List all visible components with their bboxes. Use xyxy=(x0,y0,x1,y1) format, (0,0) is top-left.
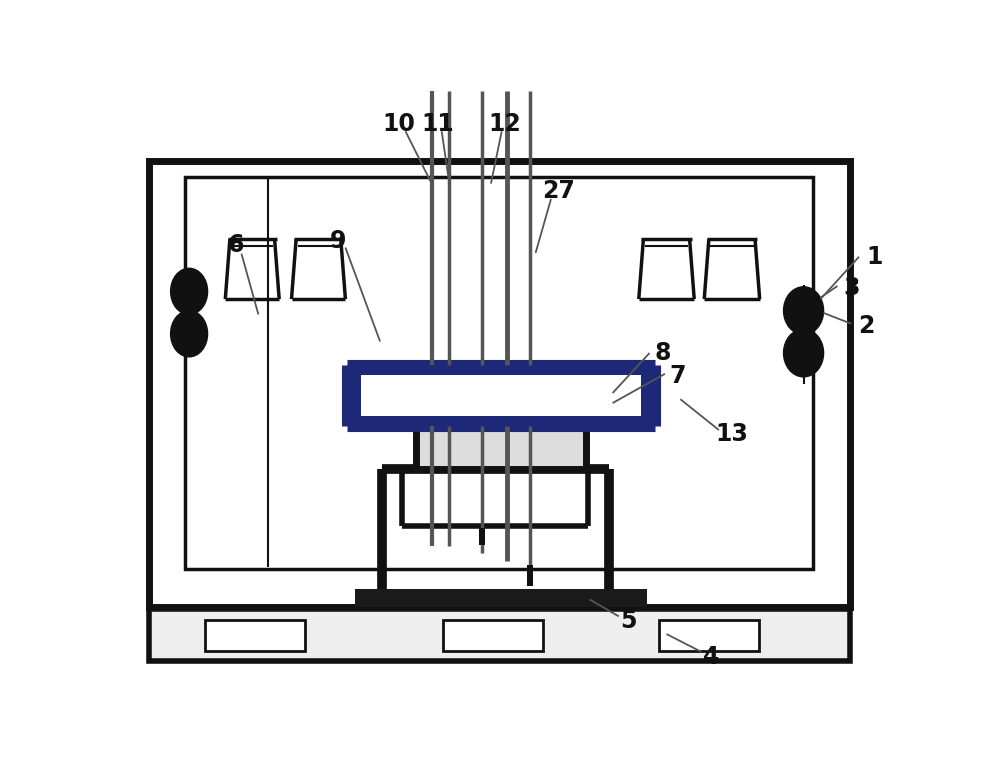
Bar xyxy=(479,527,485,545)
Text: 2: 2 xyxy=(859,314,875,338)
Text: 8: 8 xyxy=(654,341,671,365)
Text: 11: 11 xyxy=(421,112,454,135)
Bar xyxy=(416,426,586,468)
Text: 4: 4 xyxy=(703,645,719,669)
Bar xyxy=(527,565,533,586)
Text: 6: 6 xyxy=(227,233,244,257)
Bar xyxy=(659,620,759,651)
Text: 12: 12 xyxy=(488,112,521,135)
Bar xyxy=(149,160,850,607)
Ellipse shape xyxy=(171,268,208,315)
Bar xyxy=(347,365,655,426)
Bar xyxy=(205,620,305,651)
Text: 27: 27 xyxy=(542,179,575,204)
Bar xyxy=(355,589,647,607)
Bar xyxy=(361,375,641,416)
Ellipse shape xyxy=(784,287,824,334)
Text: 9: 9 xyxy=(329,230,346,253)
Text: 5: 5 xyxy=(620,609,636,633)
Text: 3: 3 xyxy=(843,276,860,299)
Text: 7: 7 xyxy=(670,364,686,388)
Bar xyxy=(185,177,813,568)
Ellipse shape xyxy=(784,329,824,377)
Text: 10: 10 xyxy=(383,112,416,135)
Text: 13: 13 xyxy=(716,422,748,446)
Bar xyxy=(443,620,543,651)
Bar xyxy=(149,609,850,661)
Ellipse shape xyxy=(171,311,208,357)
Text: 1: 1 xyxy=(866,245,883,269)
